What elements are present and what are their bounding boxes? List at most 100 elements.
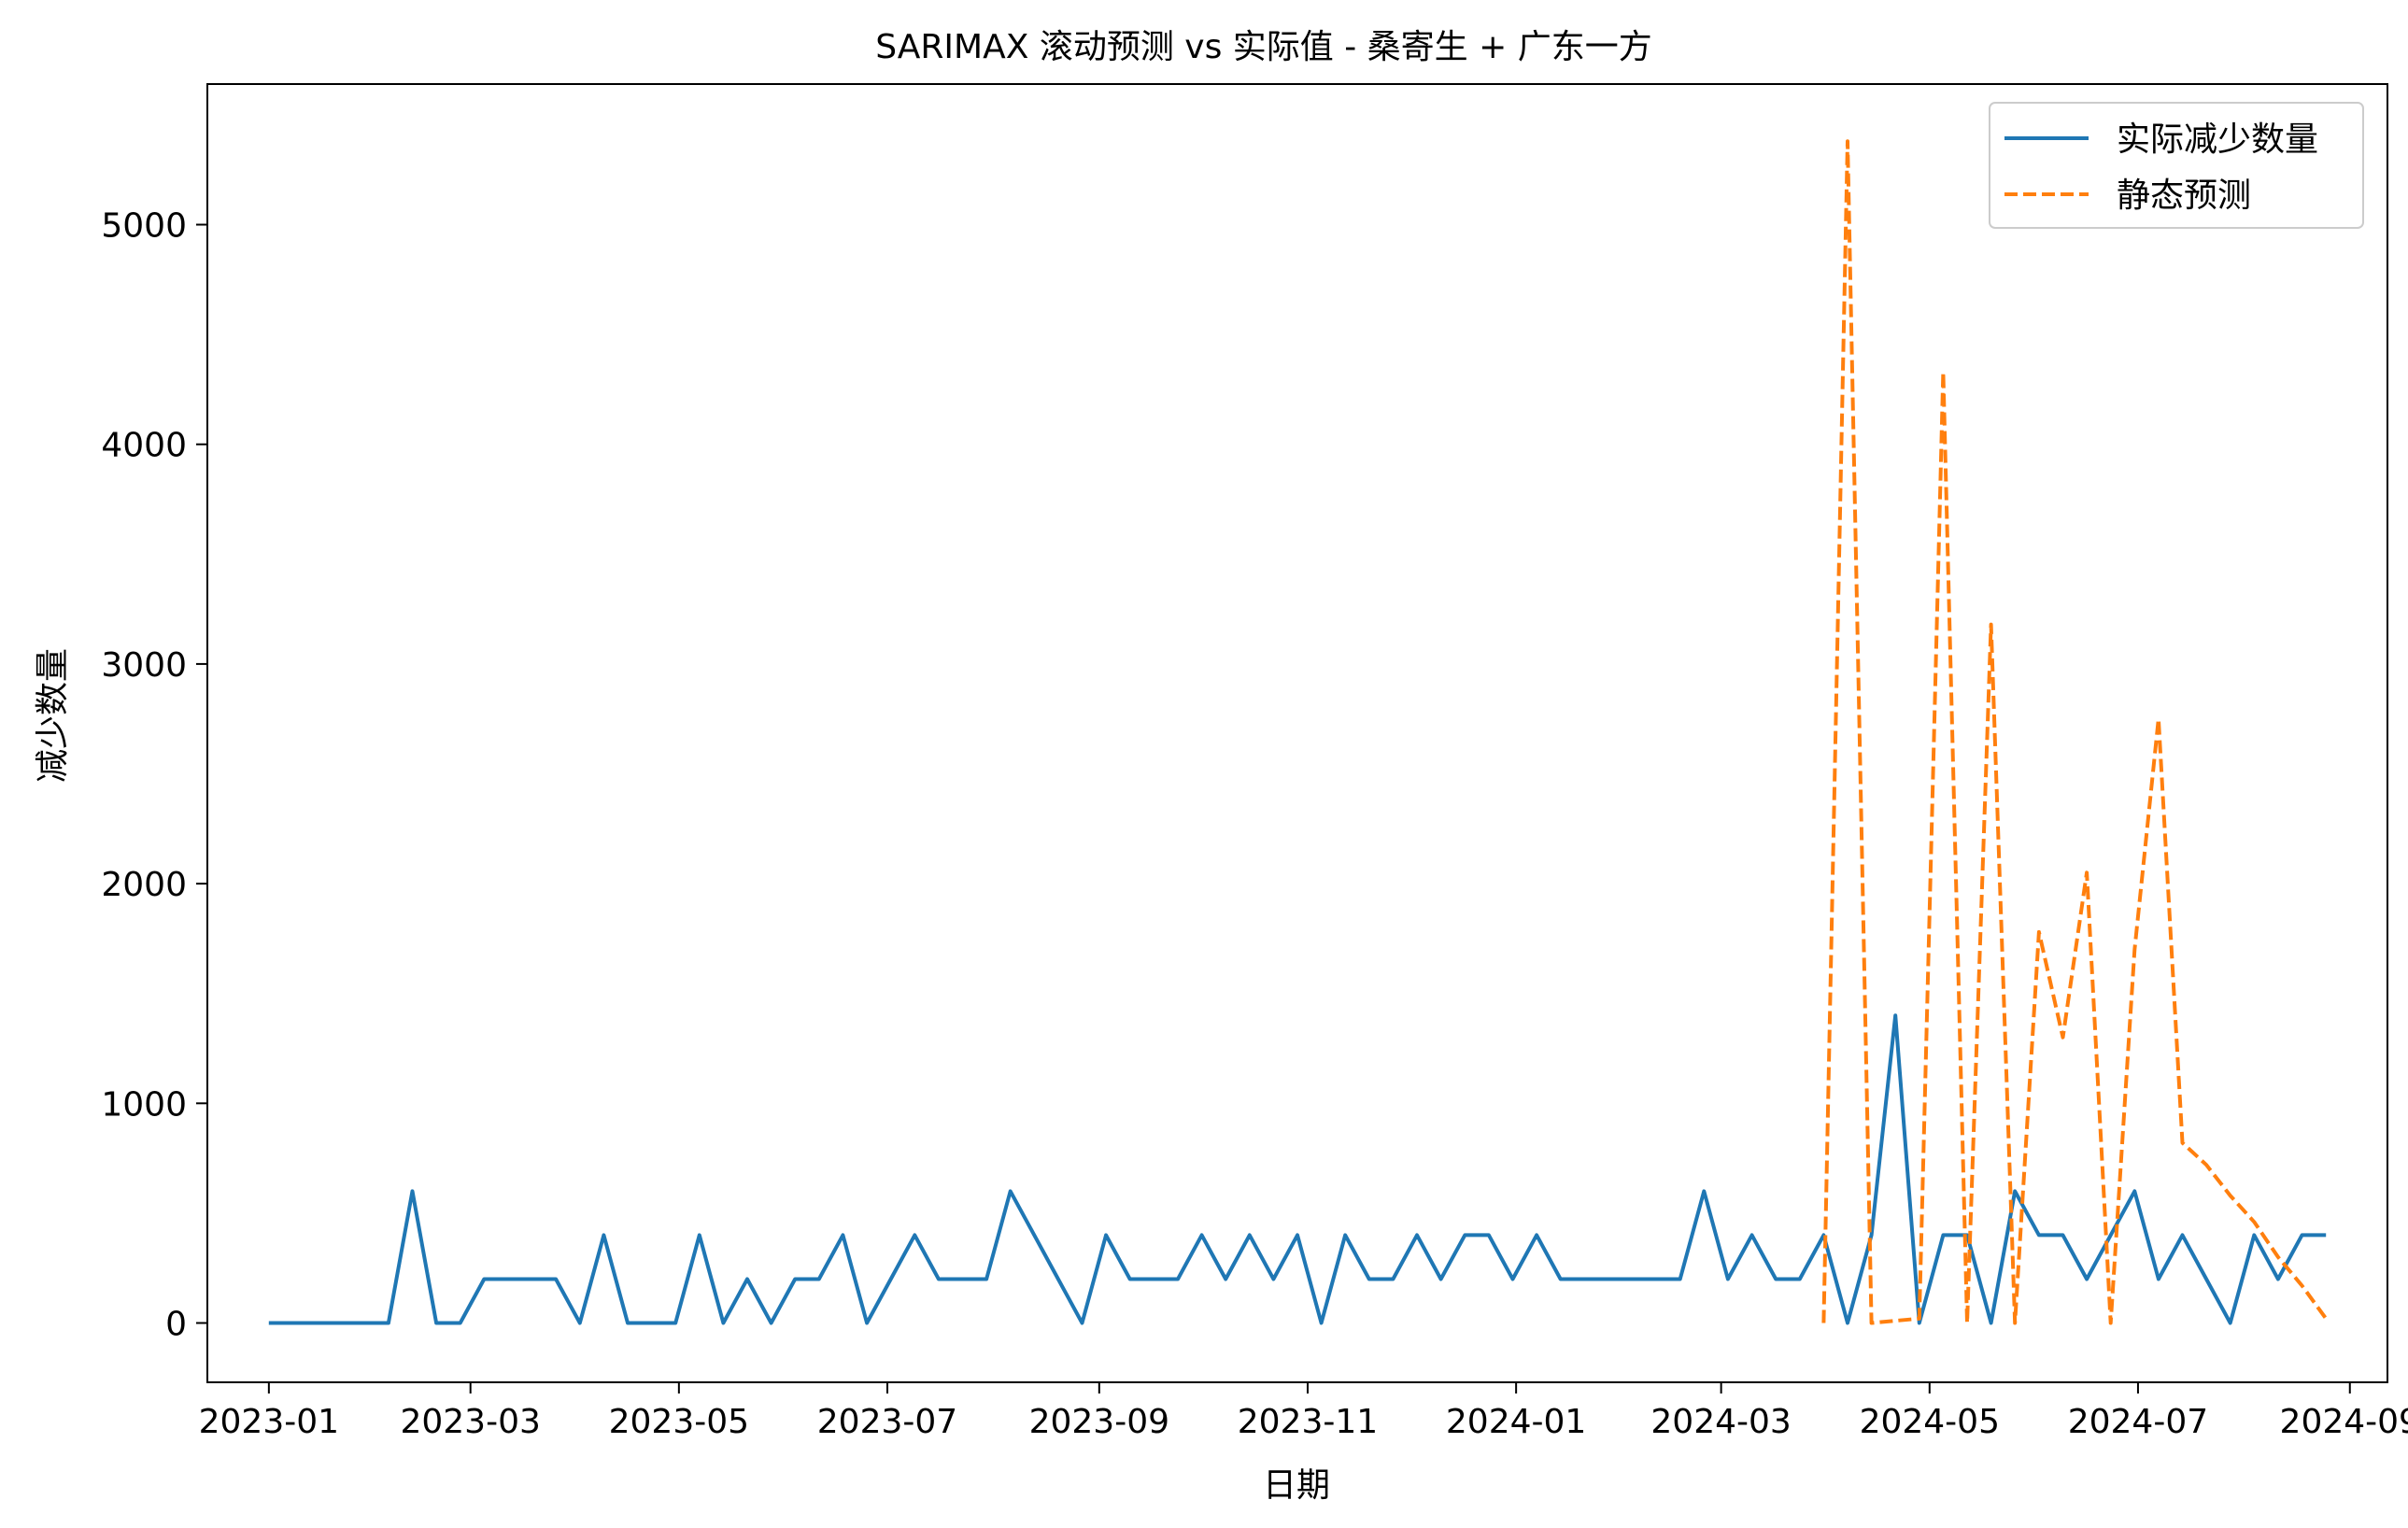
data-point: [1439, 1277, 1443, 1280]
data-point: [865, 1321, 869, 1324]
y-axis-title: 减少数量: [34, 648, 72, 783]
data-point: [1367, 1277, 1371, 1280]
data-point: [1702, 1189, 1706, 1193]
data-point: [602, 1233, 605, 1237]
x-tick-label: 2023-07: [817, 1403, 957, 1441]
data-point: [1798, 1277, 1802, 1280]
data-point: [1320, 1321, 1324, 1324]
data-point: [387, 1321, 390, 1324]
data-point: [1870, 1233, 1874, 1237]
data-point: [1918, 1317, 1921, 1321]
data-point: [2252, 1233, 2256, 1237]
data-point: [2132, 1189, 2136, 1193]
data-point: [290, 1321, 294, 1324]
data-point: [1774, 1277, 1778, 1280]
data-point: [1081, 1321, 1084, 1324]
data-point: [2037, 1233, 2041, 1237]
x-tick-label: 2024-03: [1650, 1403, 1791, 1441]
data-point: [1941, 370, 1945, 374]
data-point: [2276, 1277, 2280, 1280]
data-point: [1607, 1277, 1610, 1280]
data-point: [1821, 1321, 1825, 1324]
data-point: [2157, 717, 2160, 721]
data-point: [2324, 1233, 2328, 1237]
data-point: [2276, 1255, 2280, 1259]
data-point: [2229, 1194, 2232, 1197]
x-tick-label: 2024-07: [2068, 1403, 2208, 1441]
data-point: [2109, 1321, 2113, 1324]
data-point: [1248, 1233, 1252, 1237]
data-point: [1200, 1233, 1204, 1237]
x-tick-label: 2024-01: [1446, 1403, 1586, 1441]
data-point: [2301, 1284, 2304, 1288]
x-tick-label: 2023-05: [609, 1403, 749, 1441]
x-tick-label: 2023-03: [400, 1403, 540, 1441]
data-point: [1128, 1277, 1132, 1280]
data-point: [459, 1321, 462, 1324]
data-point: [2085, 870, 2089, 874]
x-tick-label: 2024-05: [1860, 1403, 2000, 1441]
x-tick-label: 2024-09: [2280, 1403, 2408, 1441]
data-point: [745, 1277, 749, 1280]
data-point: [960, 1277, 964, 1280]
chart-title: SARIMAX 滚动预测 vs 实际值 - 桑寄生 + 广东一方: [875, 28, 1651, 66]
data-point: [2324, 1317, 2328, 1321]
data-point: [2037, 930, 2041, 934]
data-point: [1893, 1319, 1897, 1323]
data-point: [1750, 1233, 1754, 1237]
data-point: [267, 1321, 271, 1324]
data-point: [531, 1277, 534, 1280]
plot-frame: [206, 83, 2388, 1383]
data-point: [2252, 1220, 2256, 1224]
data-point: [1846, 1321, 1849, 1324]
data-point: [650, 1321, 654, 1324]
data-point: [2229, 1321, 2232, 1324]
data-point: [2061, 1233, 2064, 1237]
data-point: [1846, 139, 1849, 143]
data-point: [1296, 1233, 1299, 1237]
y-tick-label: 1000: [101, 1085, 187, 1124]
data-point: [315, 1321, 319, 1324]
y-tick-label: 3000: [101, 646, 187, 685]
data-point: [1990, 623, 1993, 627]
data-point: [1990, 1321, 1993, 1324]
data-point: [1271, 1277, 1275, 1280]
data-point: [2013, 1189, 2017, 1193]
data-point: [1152, 1277, 1155, 1280]
data-point: [2301, 1233, 2304, 1237]
data-point: [770, 1321, 773, 1324]
data-point: [1870, 1321, 1874, 1324]
data-point: [841, 1233, 844, 1237]
data-point: [2181, 1141, 2185, 1145]
y-tick-label: 2000: [101, 866, 187, 904]
data-point: [1415, 1233, 1419, 1237]
data-point: [554, 1277, 558, 1280]
y-tick-label: 0: [165, 1305, 187, 1343]
data-point: [1487, 1233, 1491, 1237]
data-point: [2109, 1233, 2113, 1237]
series-line-0: [268, 1013, 2327, 1325]
x-tick-label: 2023-11: [1238, 1403, 1378, 1441]
data-point: [817, 1277, 821, 1280]
data-point: [984, 1277, 988, 1280]
data-point: [721, 1321, 725, 1324]
data-point: [889, 1277, 893, 1280]
data-point: [937, 1277, 941, 1280]
plot-area: 2023-01 2023-03 2023-05 2023-07 2023-09 2023-…: [101, 83, 2408, 1441]
legend-label-1: 静态预测: [2117, 177, 2251, 215]
data-point: [1343, 1233, 1347, 1237]
data-point: [2157, 1277, 2160, 1280]
series-1-points: [1821, 139, 2328, 1324]
data-point: [2013, 1321, 2017, 1324]
data-point: [1654, 1277, 1658, 1280]
data-point: [1679, 1277, 1682, 1280]
data-point: [2181, 1233, 2185, 1237]
legend-label-0: 实际减少数量: [2117, 120, 2318, 159]
data-point: [673, 1321, 677, 1324]
data-point: [913, 1233, 916, 1237]
data-point: [1104, 1233, 1108, 1237]
data-point: [339, 1321, 343, 1324]
data-point: [1391, 1277, 1395, 1280]
